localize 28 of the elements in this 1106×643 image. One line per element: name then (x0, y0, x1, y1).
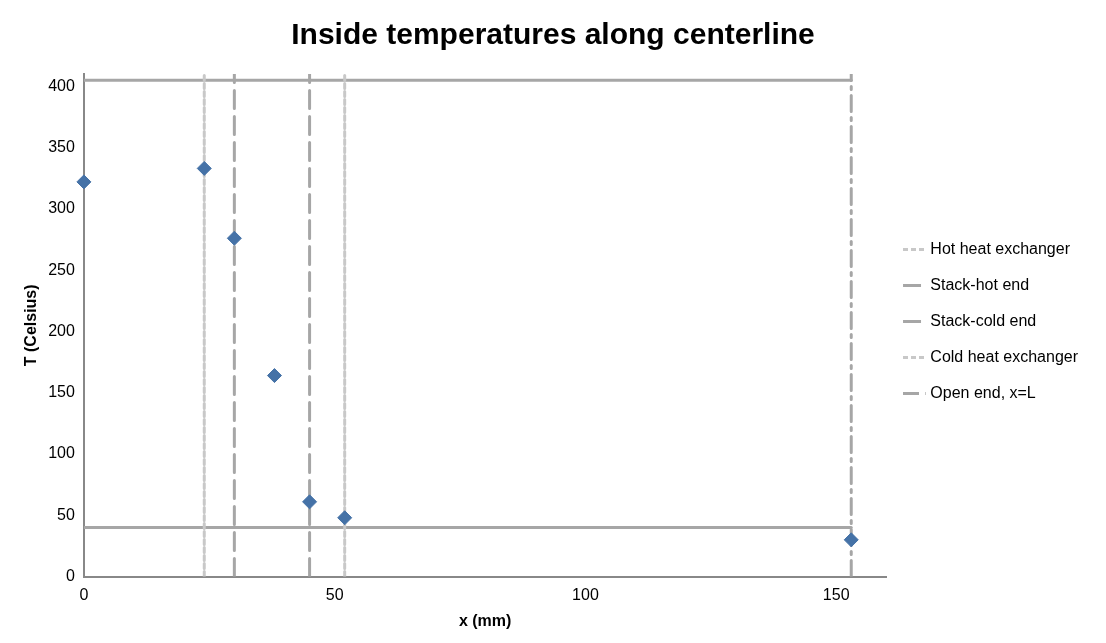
point (843, 532, 859, 548)
legend-label: Cold heat exchanger (930, 347, 1079, 365)
y-tick-label: 50 (57, 505, 75, 523)
y-tick-label: 350 (48, 137, 75, 155)
x-tick-label: 150 (822, 585, 850, 603)
legend-label: Hot heat exchanger (930, 239, 1071, 257)
x-tick-label: 100 (572, 585, 599, 603)
x-tick-label: 0 (79, 585, 89, 603)
y-axis-title: T (Celsius) (22, 284, 40, 367)
point (196, 160, 212, 176)
legend-label: Open end, x=L (930, 383, 1036, 401)
y-tick-label: 0 (65, 567, 75, 585)
y-tick-label: 400 (48, 76, 75, 94)
legend-label: Stack-hot end (930, 275, 1030, 293)
y-tick-label: 150 (48, 383, 75, 401)
point (337, 510, 353, 526)
x-axis-title: x (mm) (458, 611, 512, 629)
point (76, 174, 92, 190)
point (226, 230, 242, 246)
x-tick-label: 50 (325, 585, 344, 603)
chart-title: Inside temperatures along centerline (291, 17, 815, 51)
legend-label: Stack-cold end (930, 311, 1037, 329)
point (302, 494, 318, 510)
y-tick-label: 300 (48, 199, 75, 217)
y-tick-label: 100 (48, 444, 75, 462)
y-tick-label: 250 (48, 260, 75, 278)
y-tick-label: 200 (48, 321, 75, 339)
point (266, 368, 282, 384)
